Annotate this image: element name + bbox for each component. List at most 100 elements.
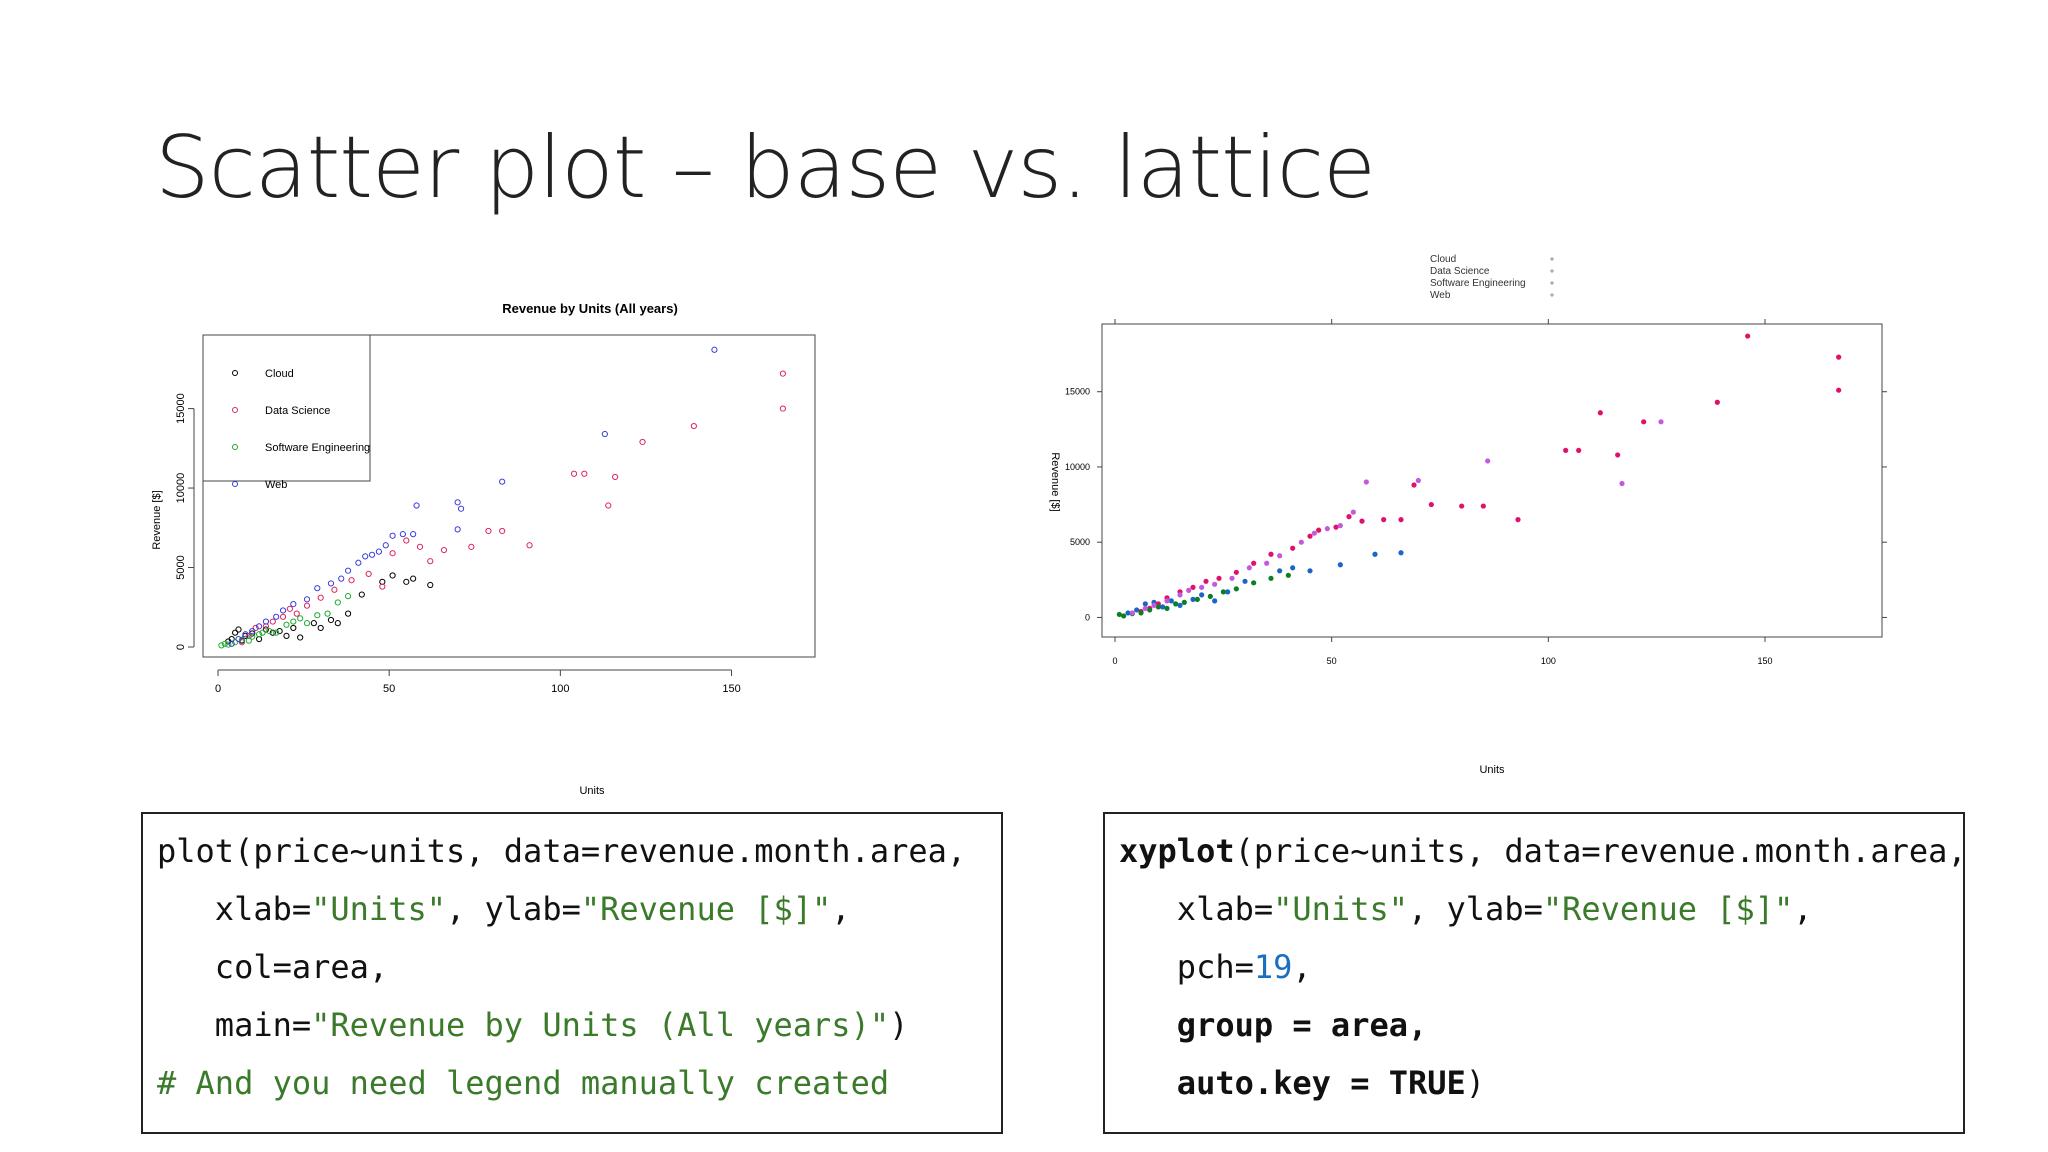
point-data-science: [1836, 354, 1842, 360]
point-web: [1129, 610, 1135, 616]
point-cloud: [297, 634, 304, 641]
point-data-science: [1597, 410, 1603, 416]
point-data-science: [1316, 527, 1322, 533]
point-data-science: [779, 370, 786, 377]
point-web: [338, 575, 345, 582]
point-cloud: [1134, 607, 1140, 613]
point-software-engineering: [1138, 610, 1144, 616]
point-data-science: [1251, 560, 1257, 566]
point-cloud: [235, 626, 242, 633]
point-data-science: [1714, 399, 1720, 405]
point-cloud: [334, 620, 341, 627]
point-cloud: [276, 628, 283, 635]
point-web: [355, 559, 362, 566]
y-tick-label: 10000: [175, 473, 187, 504]
point-data-science: [303, 602, 311, 609]
point-software-engineering: [259, 629, 266, 636]
legend-label: Software Engineering: [1430, 278, 1526, 289]
point-data-science: [690, 422, 697, 430]
point-data-science: [1381, 517, 1387, 523]
point-data-science: [639, 438, 646, 446]
point-cloud: [1125, 610, 1131, 616]
point-software-engineering: [1164, 605, 1170, 612]
point-data-science: [605, 502, 612, 509]
point-cloud: [1168, 598, 1174, 604]
slide-title: Scatter plot – base vs. lattice: [155, 118, 1376, 218]
point-web: [1164, 598, 1170, 604]
code-text: ): [889, 1006, 909, 1044]
point-web: [279, 607, 287, 614]
point-software-engineering: [249, 633, 256, 640]
code-text: ): [1465, 1064, 1486, 1102]
point-data-science: [1615, 452, 1621, 458]
point-cloud: [1277, 568, 1283, 574]
point-software-engineering: [303, 620, 311, 627]
point-software-engineering: [334, 599, 341, 606]
y-tick-label: 0: [175, 644, 187, 650]
point-data-science: [581, 470, 588, 477]
point-cloud: [1225, 589, 1231, 595]
point-software-engineering: [1181, 599, 1187, 605]
point-software-engineering: [283, 621, 290, 628]
plot-frame: [1101, 323, 1883, 638]
point-web: [1337, 523, 1343, 529]
code-text: , ylab=: [1407, 890, 1543, 928]
point-web: [389, 532, 396, 539]
point-web: [290, 600, 297, 608]
point-data-science: [1641, 419, 1647, 425]
code-keyword: xyplot: [1119, 832, 1235, 870]
point-software-engineering: [290, 618, 297, 625]
point-web: [344, 567, 352, 574]
point-cloud: [403, 578, 410, 585]
legend-box: [202, 334, 371, 482]
point-data-science: [779, 405, 786, 412]
point-cloud: [389, 572, 396, 579]
point-data-science: [1563, 447, 1569, 454]
point-software-engineering: [245, 637, 252, 644]
point-web: [382, 542, 389, 549]
code-text: (price~units, data=revenue.month.area,: [1234, 832, 1967, 870]
point-web: [399, 531, 406, 538]
point-cloud: [1290, 565, 1296, 571]
point-web: [362, 553, 369, 560]
point-web: [1277, 553, 1283, 559]
point-cloud: [269, 629, 276, 636]
point-data-science: [427, 558, 434, 565]
code-line: plot(price~units, data=revenue.month.are…: [157, 822, 1001, 880]
point-web: [1246, 565, 1252, 571]
point-web: [1619, 480, 1625, 487]
code-text: xlab=: [157, 890, 312, 928]
chart-title: Revenue by Units (All years): [502, 301, 678, 316]
point-cloud: [358, 591, 365, 598]
point-data-science: [279, 613, 287, 620]
point-data-science: [269, 618, 276, 625]
point-cloud: [410, 575, 417, 582]
point-web: [457, 505, 465, 512]
point-web: [1151, 602, 1157, 608]
code-line: col=area,: [157, 938, 1001, 996]
point-software-engineering: [1251, 580, 1257, 586]
point-data-science: [1268, 551, 1274, 557]
x-axis-label: Units: [579, 785, 605, 797]
x-tick-label: 150: [1757, 656, 1772, 666]
code-line: group = area,: [1119, 996, 1963, 1054]
legend-marker: [232, 481, 238, 487]
point-cloud: [317, 624, 324, 632]
point-web: [1350, 509, 1356, 515]
point-software-engineering: [344, 593, 352, 600]
point-data-science: [365, 570, 372, 577]
point-web: [1311, 530, 1317, 536]
point-cloud: [1372, 551, 1378, 557]
point-data-science: [1515, 517, 1521, 523]
point-web: [1199, 584, 1205, 590]
point-software-engineering: [1207, 593, 1213, 599]
point-data-science: [1480, 503, 1486, 509]
x-tick-label: 100: [1541, 656, 1556, 666]
point-data-science: [570, 470, 578, 477]
x-tick-label: 0: [1112, 656, 1117, 666]
code-comment: # And you need legend manually created: [157, 1054, 1001, 1112]
point-web: [1212, 581, 1218, 587]
point-data-science: [1203, 578, 1209, 584]
point-software-engineering: [255, 631, 263, 638]
point-cloud: [262, 626, 270, 633]
